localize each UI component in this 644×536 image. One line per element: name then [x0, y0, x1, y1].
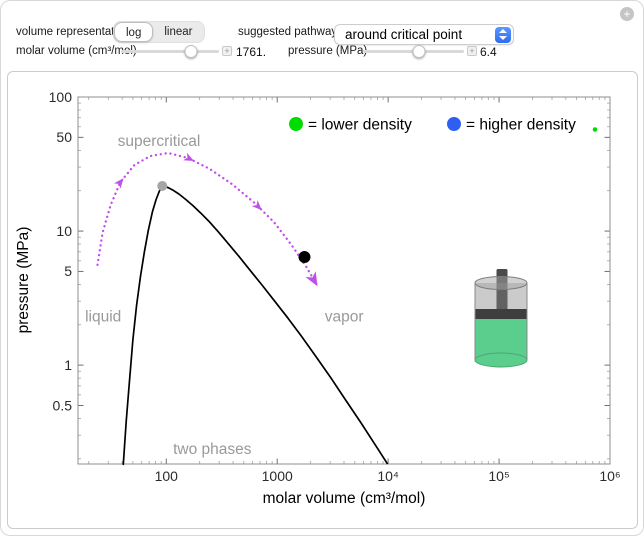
suggested-pathways-label: suggested pathways	[238, 26, 343, 38]
plot-frame	[77, 96, 611, 465]
slider-thumb[interactable]	[184, 45, 198, 58]
x-tick-label: 1000	[262, 468, 293, 484]
chevron-up-down-icon	[495, 26, 511, 43]
expand-input-icon[interactable]: +	[222, 46, 232, 56]
x-tick-label: 10⁴	[377, 468, 399, 484]
y-axis-label: pressure (MPa)	[15, 227, 32, 334]
higher-density-dot-icon	[447, 117, 461, 131]
slider-track	[121, 50, 219, 53]
more-controls-button[interactable]: +	[620, 7, 634, 21]
y-tick-label: 50	[56, 129, 72, 145]
lower-density-dot-icon	[289, 117, 303, 131]
region-label-liquid: liquid	[85, 309, 121, 326]
pressure-label: pressure (MPa)	[288, 45, 368, 57]
higher-density-label: = higher density	[466, 117, 576, 134]
x-tick-label: 100	[155, 468, 179, 484]
region-label-supercritical: supercritical	[118, 133, 201, 150]
log-button[interactable]: log	[114, 22, 154, 42]
y-tick-label: 1	[64, 357, 72, 373]
pathway-arrow-icon	[251, 200, 262, 211]
x-tick-label: 10⁵	[488, 468, 509, 484]
expand-input-icon[interactable]: +	[467, 46, 477, 56]
x-tick-label: 10⁶	[599, 468, 620, 484]
linear-button[interactable]: linear	[153, 22, 203, 42]
volume-representation-toggle: log linear	[113, 21, 205, 43]
pressure-value: 6.4	[480, 45, 497, 59]
piston-cylinder-graphic	[474, 269, 528, 368]
piston-plate	[475, 309, 527, 319]
plot-legend: = lower density = higher density	[289, 117, 598, 134]
region-label-two-phases: two phases	[173, 441, 252, 458]
pathway-dropdown-value: around critical point	[345, 27, 463, 42]
green-period-dot-icon	[592, 127, 598, 132]
region-label-vapor: vapor	[325, 309, 364, 326]
x-axis-label: molar volume (cm³/mol)	[263, 490, 426, 507]
plot-panel: = lower density = higher density molar v…	[7, 71, 638, 529]
y-tick-label: 0.5	[53, 397, 73, 413]
molar-volume-label: molar volume (cm³/mol)	[16, 45, 137, 57]
phase-diagram-plot: = lower density = higher density molar v…	[15, 89, 621, 507]
pathway-arrow-icon	[113, 178, 124, 189]
molar-volume-slider[interactable]	[121, 45, 219, 58]
pathway-dropdown[interactable]: around critical point	[334, 24, 514, 45]
y-tick-label: 5	[64, 263, 72, 279]
pressure-slider[interactable]	[363, 45, 464, 58]
binodal-curve	[122, 185, 389, 466]
pathway-arrow-icon	[183, 152, 194, 162]
slider-thumb[interactable]	[412, 45, 426, 58]
pathway-dotted-line	[96, 151, 319, 288]
y-tick-label: 100	[49, 89, 73, 105]
lower-density-label: = lower density	[308, 117, 412, 134]
volume-representation-label: volume representation	[16, 26, 130, 38]
cylinder-top-rim	[474, 276, 528, 290]
cylinder-walls	[474, 283, 528, 360]
critical-point	[157, 180, 168, 191]
pathway-end-arrow-icon	[305, 271, 318, 287]
molar-volume-value: 1761.	[236, 45, 267, 59]
y-tick-label: 10	[56, 223, 72, 239]
current-state-point[interactable]	[298, 251, 311, 264]
cylinder-bottom	[474, 352, 528, 368]
